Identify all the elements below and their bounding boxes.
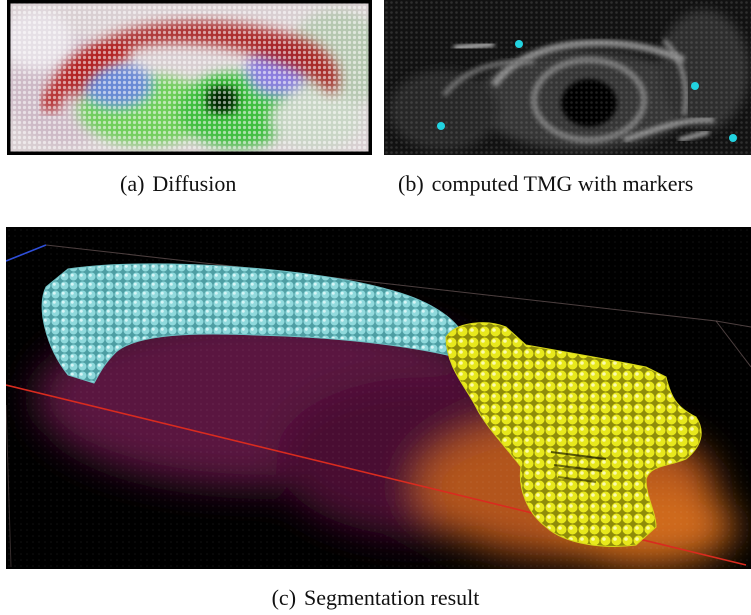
yellow-segment xyxy=(445,322,702,547)
diffusion-image xyxy=(7,0,372,155)
tmg-image-svg xyxy=(384,0,751,155)
caption-c-label: (c) xyxy=(271,585,297,610)
marker-point xyxy=(729,134,737,142)
bounding-box-edge xyxy=(6,404,12,568)
diffusion-image-svg xyxy=(7,0,372,155)
caption-a-label: (a) xyxy=(120,171,145,196)
caption-b-label: (b) xyxy=(398,171,424,196)
bounding-box-edge xyxy=(45,244,717,322)
bounding-box-edge xyxy=(715,320,751,368)
caption-a: (a) Diffusion xyxy=(120,172,236,196)
caption-c: (c) Segmentation result xyxy=(0,586,751,610)
segmentation-render xyxy=(6,227,751,569)
marker-point xyxy=(437,122,445,130)
bounding-box-edge xyxy=(6,244,47,262)
caption-c-text: Segmentation result xyxy=(304,585,480,610)
caption-a-text: Diffusion xyxy=(152,171,237,196)
bounding-box-edge xyxy=(715,320,751,328)
marker-point xyxy=(515,40,523,48)
tmg-image xyxy=(384,0,751,155)
marker-point xyxy=(691,82,699,90)
caption-b-text: computed TMG with markers xyxy=(431,171,694,196)
segmentation-render-svg xyxy=(6,227,751,569)
caption-b: (b) computed TMG with markers xyxy=(398,172,693,196)
